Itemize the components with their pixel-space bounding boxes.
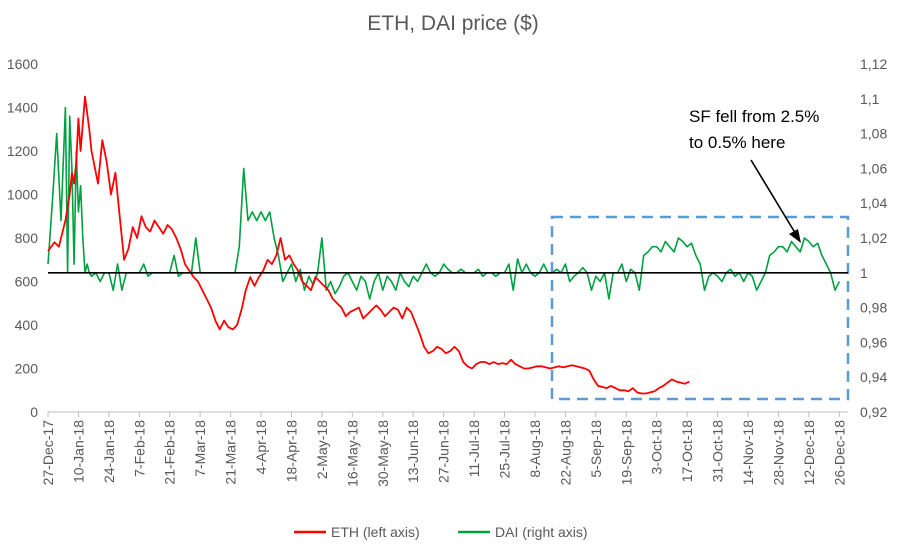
right-y-tick-label: 0,98: [860, 300, 887, 316]
left-y-tick-label: 1600: [7, 56, 38, 72]
x-tick-label: 21-Feb-18: [162, 420, 178, 485]
x-tick-label: 19-Sep-18: [618, 420, 634, 486]
right-y-tick-label: 1,1: [860, 91, 880, 107]
annotation-line-2: to 0.5% here: [689, 133, 785, 152]
right-y-tick-label: 1,08: [860, 126, 887, 142]
x-tick-label: 14-Nov-18: [740, 420, 756, 486]
x-tick-label: 8-Aug-18: [527, 420, 543, 478]
left-y-axis: 0 200 400 600 800 1000 1200 1400 1600: [7, 56, 38, 420]
left-y-tick-label: 1400: [7, 100, 38, 116]
x-tick-label: 17-Oct-18: [679, 420, 695, 482]
left-y-tick-label: 1200: [7, 143, 38, 159]
x-tick-label: 7-Mar-18: [192, 420, 208, 477]
left-y-tick-label: 1000: [7, 187, 38, 203]
annotation-line-1: SF fell from 2.5%: [689, 107, 819, 126]
right-y-tick-label: 1: [860, 265, 868, 281]
x-axis: 27-Dec-17 10-Jan-18 24-Jan-18 7-Feb-18 21-Fe…: [40, 411, 848, 487]
left-y-tick-label: 400: [15, 317, 39, 333]
x-tick-label: 22-Aug-18: [557, 420, 573, 486]
legend: ETH (left axis) DAI (right axis): [294, 524, 588, 540]
legend-eth-label: ETH (left axis): [331, 524, 420, 540]
annotation-arrowhead: [789, 229, 801, 243]
x-tick-label: 3-Oct-18: [649, 420, 665, 475]
right-y-tick-label: 0,94: [860, 369, 887, 385]
highlight-box: [550, 215, 850, 401]
x-tick-label: 21-Mar-18: [223, 420, 239, 485]
x-tick-label: 5-Sep-18: [588, 420, 604, 478]
x-tick-label: 4-Apr-18: [253, 420, 269, 475]
x-tick-label: 7-Feb-18: [131, 420, 147, 477]
x-tick-label: 12-Dec-18: [801, 420, 817, 486]
x-tick-label: 30-May-18: [375, 420, 391, 487]
x-tick-label: 24-Jan-18: [101, 420, 117, 483]
x-tick-label: 11-Jul-18: [466, 420, 482, 478]
left-y-tick-label: 600: [15, 274, 39, 290]
annotation: SF fell from 2.5% to 0.5% here: [689, 107, 819, 243]
x-tick-label: 18-Apr-18: [283, 420, 299, 482]
x-tick-label: 27-Jun-18: [436, 420, 452, 483]
right-y-tick-label: 1,02: [860, 230, 887, 246]
legend-dai-label: DAI (right axis): [495, 524, 588, 540]
eth-series-line: [47, 95, 690, 395]
chart-title: ETH, DAI price ($): [367, 12, 539, 35]
x-tick-label: 25-Jul-18: [497, 420, 513, 479]
right-y-axis: 0,92 0,94 0,96 0,98 1 1,02 1,04 1,06 1,08 1,1 1,12: [860, 56, 887, 420]
left-y-tick-label: 0: [30, 404, 38, 420]
x-tick-label: 28-Nov-18: [770, 420, 786, 486]
right-y-tick-label: 1,06: [860, 160, 887, 176]
x-tick-label: 27-Dec-17: [40, 420, 56, 486]
x-tick-label: 26-Dec-18: [831, 420, 847, 486]
right-y-tick-label: 1,12: [860, 56, 887, 72]
annotation-arrow-line: [750, 159, 798, 237]
right-y-tick-label: 0,92: [860, 404, 887, 420]
left-y-tick-label: 200: [15, 361, 39, 377]
x-tick-label: 10-Jan-18: [70, 420, 86, 483]
right-y-tick-label: 0,96: [860, 334, 887, 350]
right-y-tick-label: 1,04: [860, 195, 887, 211]
left-y-tick-label: 800: [15, 230, 39, 246]
x-tick-label: 13-Jun-18: [405, 420, 421, 483]
x-tick-label: 16-May-18: [344, 420, 360, 487]
x-tick-label: 2-May-18: [314, 420, 330, 479]
x-tick-label: 31-Oct-18: [710, 420, 726, 482]
